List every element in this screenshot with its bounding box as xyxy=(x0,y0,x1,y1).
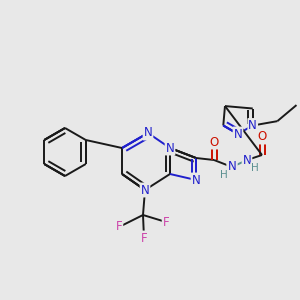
Text: H: H xyxy=(228,160,236,173)
Text: N: N xyxy=(248,119,257,132)
Text: O: O xyxy=(209,136,219,148)
Text: N: N xyxy=(243,154,251,166)
Text: H: H xyxy=(220,170,228,180)
Text: H: H xyxy=(251,163,259,173)
Text: N: N xyxy=(228,160,236,173)
Text: N: N xyxy=(144,127,152,140)
Text: N: N xyxy=(166,142,174,154)
Text: F: F xyxy=(141,232,147,244)
Text: N: N xyxy=(228,160,236,173)
Text: F: F xyxy=(163,215,169,229)
Text: O: O xyxy=(257,130,267,143)
Text: N: N xyxy=(192,173,200,187)
Text: N: N xyxy=(234,128,242,140)
Text: N: N xyxy=(141,184,149,196)
Text: F: F xyxy=(116,220,122,233)
